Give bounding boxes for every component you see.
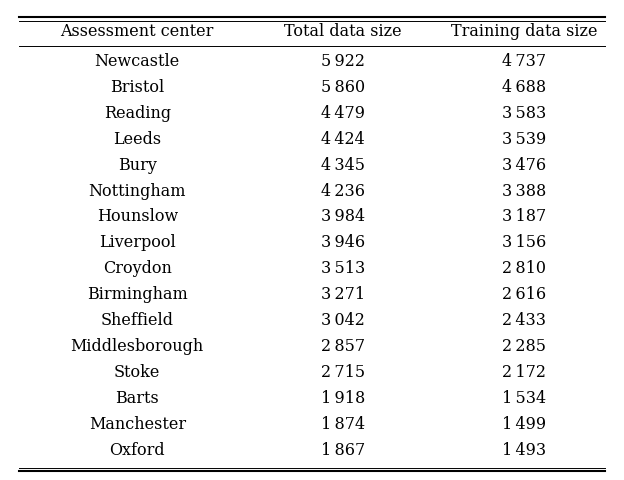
- Text: 3 539: 3 539: [502, 131, 546, 148]
- Text: Middlesborough: Middlesborough: [71, 338, 204, 355]
- Text: Training data size: Training data size: [451, 23, 597, 40]
- Text: Birmingham: Birmingham: [87, 286, 188, 303]
- Text: 3 513: 3 513: [321, 260, 365, 277]
- Text: Nottingham: Nottingham: [89, 182, 186, 200]
- Text: 2 715: 2 715: [321, 364, 365, 381]
- Text: 4 688: 4 688: [502, 79, 546, 96]
- Text: 2 616: 2 616: [502, 286, 546, 303]
- Text: 3 187: 3 187: [502, 208, 546, 226]
- Text: 2 285: 2 285: [502, 338, 546, 355]
- Text: Manchester: Manchester: [89, 416, 186, 433]
- Text: 1 874: 1 874: [321, 416, 365, 433]
- Text: Barts: Barts: [115, 390, 159, 407]
- Text: 1 493: 1 493: [502, 442, 546, 459]
- Text: 5 860: 5 860: [321, 79, 365, 96]
- Text: 3 156: 3 156: [502, 234, 546, 252]
- Text: Bristol: Bristol: [110, 79, 164, 96]
- Text: Newcastle: Newcastle: [95, 53, 180, 70]
- Text: 1 867: 1 867: [321, 442, 365, 459]
- Text: 4 345: 4 345: [321, 156, 365, 174]
- Text: Assessment center: Assessment center: [61, 23, 214, 40]
- Text: Stoke: Stoke: [114, 364, 160, 381]
- Text: 3 476: 3 476: [502, 156, 546, 174]
- Text: 2 857: 2 857: [321, 338, 365, 355]
- Text: 5 922: 5 922: [321, 53, 365, 70]
- Text: 3 271: 3 271: [321, 286, 365, 303]
- Text: 3 583: 3 583: [502, 105, 546, 122]
- Text: Sheffield: Sheffield: [101, 312, 173, 329]
- Text: 2 172: 2 172: [502, 364, 546, 381]
- Text: 2 810: 2 810: [502, 260, 546, 277]
- Text: 4 479: 4 479: [321, 105, 365, 122]
- Text: Croydon: Croydon: [103, 260, 172, 277]
- Text: 3 984: 3 984: [321, 208, 365, 226]
- Text: 3 946: 3 946: [321, 234, 365, 252]
- Text: Oxford: Oxford: [109, 442, 165, 459]
- Text: Liverpool: Liverpool: [99, 234, 175, 252]
- Text: Total data size: Total data size: [285, 23, 402, 40]
- Text: 3 042: 3 042: [321, 312, 365, 329]
- Text: 4 236: 4 236: [321, 182, 365, 200]
- Text: 4 737: 4 737: [502, 53, 546, 70]
- Text: 1 534: 1 534: [502, 390, 546, 407]
- Text: Leeds: Leeds: [113, 131, 162, 148]
- Text: Reading: Reading: [104, 105, 171, 122]
- Text: 1 499: 1 499: [502, 416, 546, 433]
- Text: 1 918: 1 918: [321, 390, 365, 407]
- Text: Bury: Bury: [118, 156, 157, 174]
- Text: Hounslow: Hounslow: [97, 208, 178, 226]
- Text: 2 433: 2 433: [502, 312, 546, 329]
- Text: 3 388: 3 388: [502, 182, 546, 200]
- Text: 4 424: 4 424: [321, 131, 365, 148]
